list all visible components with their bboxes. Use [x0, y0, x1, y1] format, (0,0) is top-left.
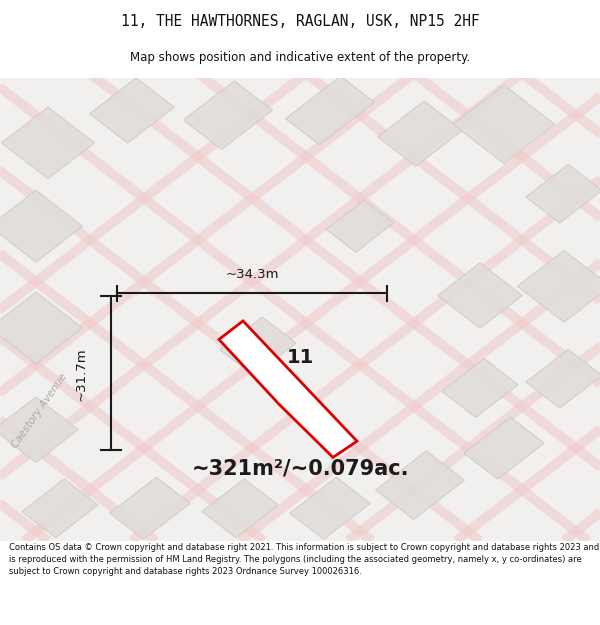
Polygon shape — [437, 262, 523, 328]
Polygon shape — [326, 200, 394, 252]
Polygon shape — [526, 164, 600, 223]
Text: ~321m²/~0.079ac.: ~321m²/~0.079ac. — [191, 459, 409, 479]
Polygon shape — [219, 321, 357, 458]
Polygon shape — [376, 451, 464, 519]
Polygon shape — [442, 359, 518, 418]
Polygon shape — [526, 349, 600, 408]
Polygon shape — [1, 107, 95, 179]
Text: ~34.3m: ~34.3m — [225, 268, 279, 281]
Text: Map shows position and indicative extent of the property.: Map shows position and indicative extent… — [130, 51, 470, 64]
Text: ~31.7m: ~31.7m — [74, 348, 88, 401]
Polygon shape — [517, 250, 600, 322]
Polygon shape — [0, 190, 83, 262]
Polygon shape — [202, 479, 278, 538]
Polygon shape — [184, 81, 272, 149]
Polygon shape — [220, 317, 296, 376]
Polygon shape — [464, 417, 544, 479]
Polygon shape — [290, 477, 370, 539]
Polygon shape — [22, 479, 98, 538]
Polygon shape — [0, 292, 83, 364]
Polygon shape — [286, 76, 374, 145]
Text: Caestory Avenue: Caestory Avenue — [10, 372, 68, 451]
Text: 11: 11 — [286, 349, 314, 368]
Text: 11, THE HAWTHORNES, RAGLAN, USK, NP15 2HF: 11, THE HAWTHORNES, RAGLAN, USK, NP15 2H… — [121, 14, 479, 29]
Polygon shape — [453, 85, 555, 164]
Polygon shape — [110, 477, 190, 539]
Polygon shape — [0, 397, 79, 462]
Polygon shape — [89, 78, 175, 143]
Polygon shape — [377, 101, 463, 166]
Text: Contains OS data © Crown copyright and database right 2021. This information is : Contains OS data © Crown copyright and d… — [9, 543, 599, 576]
